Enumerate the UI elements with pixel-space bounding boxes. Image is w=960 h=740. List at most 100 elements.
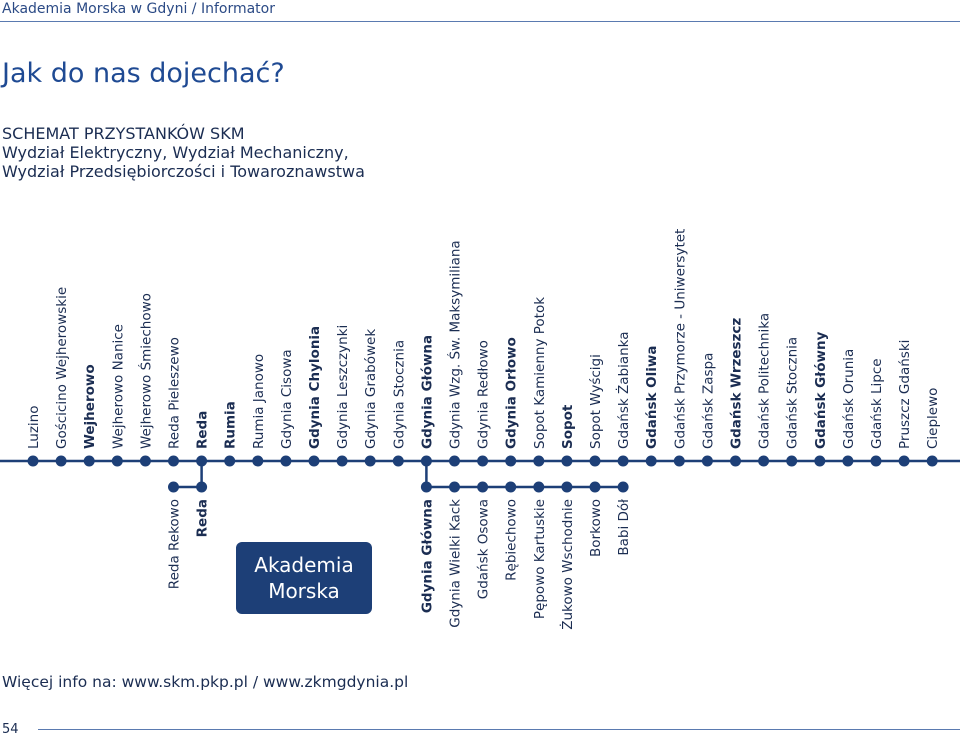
- more-info-text: Więcej info na: www.skm.pkp.pl / www.zkm…: [2, 673, 409, 691]
- station-label-sopot-wyscigi: Sopot Wyścigi: [588, 354, 604, 449]
- stop-dot-gdansk-wrzeszcz: [730, 455, 741, 467]
- station-label-reda-rekowo: Reda Rekowo: [167, 499, 183, 589]
- akademia-line-1: Akademia: [254, 553, 354, 577]
- station-label-wejherowo-smiechowo: Wejherowo Śmiechowo: [136, 293, 154, 449]
- stop-dot-gdansk-przymorze-uniwersytet: [673, 455, 685, 467]
- stop-dot-gdynia-chylonia: [308, 455, 320, 467]
- station-label-gdansk-wrzeszcz: Gdańsk Wrzeszcz: [729, 318, 745, 449]
- subtitle-line-2: Wydział Elektryczny, Wydział Mechaniczny…: [2, 143, 349, 162]
- station-label-gdansk-osowa: Gdańsk Osowa: [476, 499, 492, 599]
- header-bar: Akademia Morska w Gdyni / Informator: [0, 0, 960, 22]
- akademia-line-2: Morska: [268, 579, 340, 603]
- stop-dot-wejherowo-smiechowo: [139, 455, 151, 467]
- stop-dot-gdansk-oliwa: [645, 455, 657, 467]
- stop-dot-reda: [196, 455, 208, 467]
- station-label-gdansk-orunia: Gdańsk Orunia: [841, 349, 857, 449]
- station-label-gdansk-glowny: Gdańsk Główny: [813, 331, 829, 449]
- stop-dot-gdansk-zabianka: [617, 455, 629, 467]
- stop-dot-gdynia-grabowek: [364, 455, 376, 467]
- station-label-gdansk-zabianka: Gdańsk Żabianka: [614, 331, 632, 449]
- station-label-pepowo-kartuskie: Pępowo Kartuskie: [532, 499, 548, 619]
- stop-dot-reda-pieleszewo: [168, 455, 179, 467]
- stop-dot-gdansk-lipce: [870, 455, 882, 467]
- station-label-pruszcz-gdanski: Pruszcz Gdański: [897, 340, 913, 449]
- station-label-gdynia-stocznia: Gdynia Stocznia: [391, 340, 407, 449]
- station-label-gdynia-leszczynki: Gdynia Leszczynki: [335, 325, 351, 449]
- station-label-luzino: Luzino: [26, 406, 42, 450]
- subtitle: SCHEMAT PRZYSTANKÓW SKM Wydział Elektryc…: [2, 124, 365, 181]
- header-text: Akademia Morska w Gdyni / Informator: [2, 1, 275, 17]
- footer-rule: [38, 729, 960, 730]
- station-label-gdansk-oliwa: Gdańsk Oliwa: [644, 346, 660, 450]
- stop-dot-cieplewo: [926, 455, 938, 467]
- stop-dot-sopot-kamienny-potok: [533, 455, 545, 467]
- stop-dot-gdansk-orunia: [842, 455, 854, 467]
- branch-stop-dot-borkowo: [589, 481, 601, 493]
- stop-dot-gdynia-orlowo: [505, 455, 517, 467]
- stop-dot-rumia-janowo: [252, 455, 264, 467]
- stop-dot-gdansk-stocznia: [786, 455, 798, 467]
- station-label-reda-pieleszewo: Reda Pieleszewo: [167, 337, 183, 449]
- station-label-gdansk-zaspa: Gdańsk Zaspa: [700, 353, 716, 449]
- station-label-gdynia-wzg-sw-maksymiliana: Gdynia Wzg. Św. Maksymiliana: [446, 240, 464, 449]
- station-label-rumia: Rumia: [223, 401, 239, 449]
- branch-stop-dot-gdynia-wielki-kack: [449, 481, 460, 493]
- station-label-wejherowo-nanice: Wejherowo Nanice: [110, 324, 126, 449]
- station-label-gdansk-przymorze-uniwersytet: Gdańsk Przymorze - Uniwersytet: [672, 229, 688, 449]
- stop-dot-gdansk-politechnika: [758, 455, 770, 467]
- stop-dot-pruszcz-gdanski: [898, 455, 910, 467]
- station-label-rumia-janowo: Rumia Janowo: [251, 354, 267, 449]
- stop-dot-rumia: [224, 455, 236, 467]
- stop-dot-gdynia-glowna: [420, 455, 432, 467]
- branch-stop-dot-rebiechowo: [505, 481, 517, 493]
- branch-stop-dot-reda: [196, 481, 208, 493]
- station-label-gdansk-lipce: Gdańsk Lipce: [869, 358, 885, 449]
- station-label-babi-dol: Babi Dół: [616, 499, 632, 556]
- header-rule: [0, 21, 960, 22]
- station-label-wejherowo: Wejherowo: [82, 364, 98, 449]
- station-label-borkowo: Borkowo: [588, 499, 604, 557]
- stop-dot-wejherowo-nanice: [111, 455, 123, 467]
- station-label-gdynia-wielki-kack: Gdynia Wielki Kack: [448, 499, 464, 628]
- branch-stop-dot-zukowo-wschodnie: [561, 481, 573, 493]
- stop-dot-sopot: [561, 455, 573, 467]
- stop-dot-wejherowo: [83, 455, 95, 467]
- station-label-sopot: Sopot: [560, 404, 576, 449]
- station-label-goscicino-wejherowskie: Gościcino Wejherowskie: [54, 287, 70, 449]
- station-label-gdynia-orlowo: Gdynia Orłowo: [504, 337, 520, 449]
- akademia-morska-box: Akademia Morska: [236, 542, 372, 614]
- branch-stop-dot-pepowo-kartuskie: [533, 481, 545, 493]
- stop-dot-sopot-wyscigi: [589, 455, 601, 467]
- stop-dot-luzino: [27, 455, 39, 467]
- station-label-cieplewo: Cieplewo: [925, 388, 941, 449]
- stop-dot-gdynia-leszczynki: [336, 455, 348, 467]
- branch-stop-dot-gdynia-glowna: [420, 481, 432, 493]
- station-label-gdynia-grabowek: Gdynia Grabówek: [363, 329, 379, 449]
- station-label-gdansk-stocznia: Gdańsk Stocznia: [785, 337, 801, 449]
- stop-dot-gdansk-zaspa: [701, 455, 713, 467]
- stop-dot-gdansk-glowny: [814, 455, 826, 467]
- station-label-rebiechowo: Rębiechowo: [504, 499, 520, 581]
- page-title: Jak do nas dojechać?: [2, 58, 285, 89]
- stop-dot-gdynia-redlowo: [477, 455, 489, 467]
- station-label-gdynia-redlowo: Gdynia Redłowo: [476, 340, 492, 449]
- station-label-sopot-kamienny-potok: Sopot Kamienny Potok: [532, 297, 548, 449]
- stop-dot-gdynia-wzg-sw-maksymiliana: [449, 455, 460, 467]
- station-label-gdansk-politechnika: Gdańsk Politechnika: [757, 313, 773, 449]
- subtitle-line-1: SCHEMAT PRZYSTANKÓW SKM: [2, 124, 245, 143]
- branch-stop-dot-babi-dol: [617, 481, 629, 493]
- station-label-gdynia-glowna: Gdynia Główna: [419, 499, 435, 613]
- station-label-reda: Reda: [195, 499, 211, 537]
- station-label-reda: Reda: [195, 411, 211, 449]
- stop-dot-gdynia-cisowa: [280, 455, 292, 467]
- branch-stop-dot-reda-rekowo: [168, 481, 179, 493]
- station-label-gdynia-cisowa: Gdynia Cisowa: [279, 349, 295, 449]
- station-label-gdynia-glowna: Gdynia Główna: [419, 335, 435, 449]
- page-number: 54: [2, 722, 19, 737]
- stop-dot-gdynia-stocznia: [392, 455, 404, 467]
- subtitle-line-3: Wydział Przedsiębiorczości i Towaroznaws…: [2, 162, 365, 181]
- station-label-zukowo-wschodnie: Żukowo Wschodnie: [558, 499, 576, 630]
- branch-stop-dot-gdansk-osowa: [477, 481, 489, 493]
- stop-dot-goscicino-wejherowskie: [55, 455, 67, 467]
